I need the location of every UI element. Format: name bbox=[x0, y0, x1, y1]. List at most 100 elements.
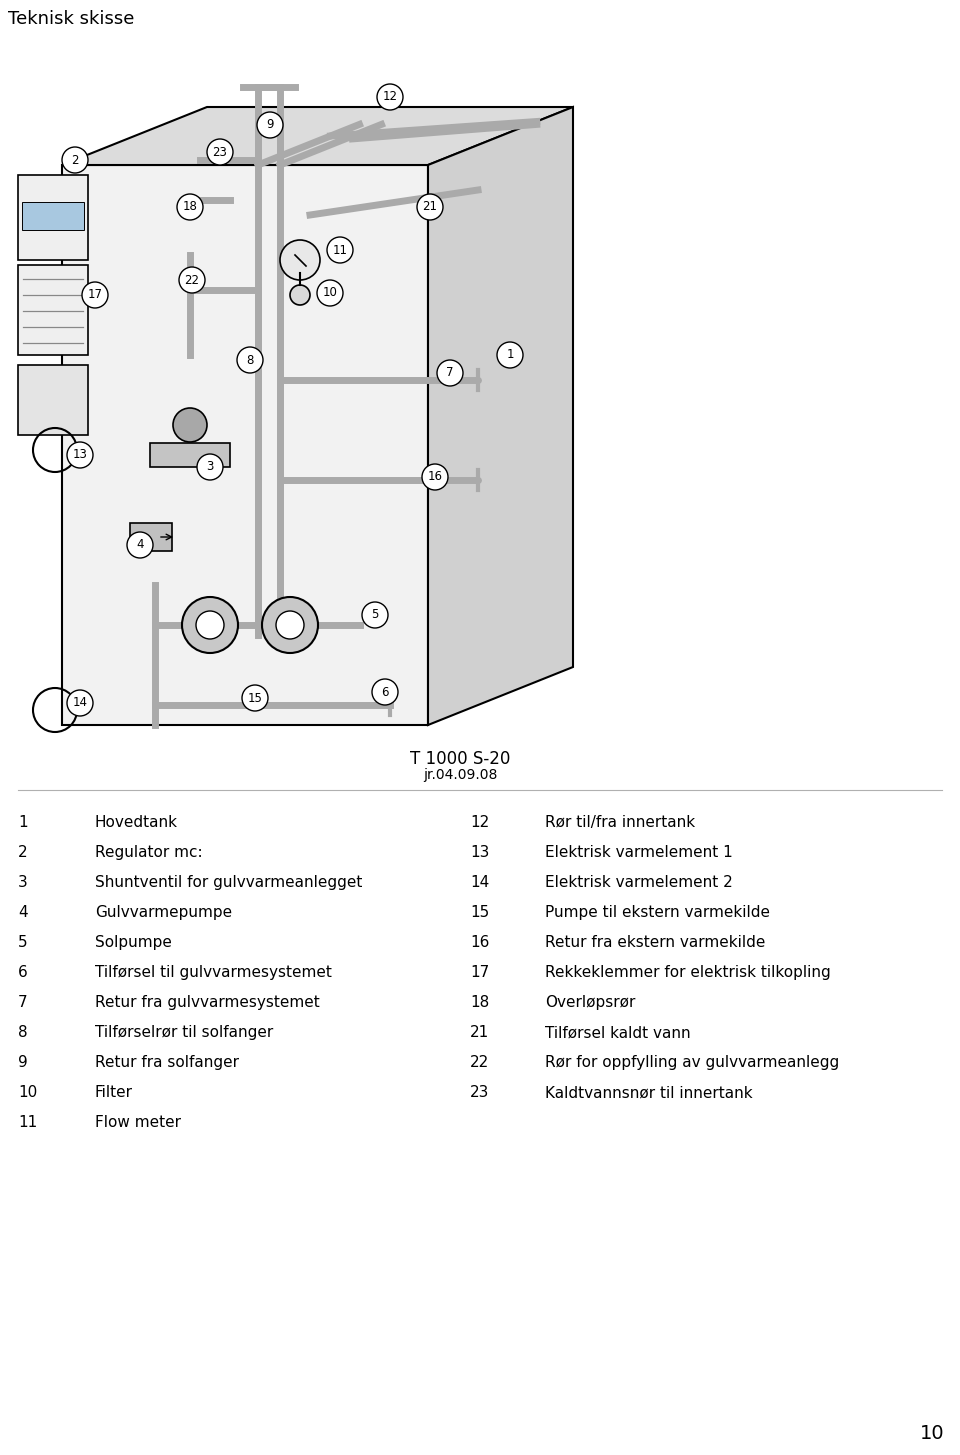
Circle shape bbox=[67, 442, 93, 469]
Text: 4: 4 bbox=[136, 538, 144, 551]
Text: T 1000 S-20: T 1000 S-20 bbox=[410, 749, 510, 768]
Text: 4: 4 bbox=[18, 905, 28, 920]
Text: Retur fra gulvvarmesystemet: Retur fra gulvvarmesystemet bbox=[95, 995, 320, 1010]
Text: 5: 5 bbox=[372, 608, 378, 621]
FancyBboxPatch shape bbox=[22, 202, 84, 230]
Circle shape bbox=[242, 685, 268, 711]
Polygon shape bbox=[62, 108, 573, 164]
Text: 9: 9 bbox=[266, 118, 274, 131]
Text: Teknisk skisse: Teknisk skisse bbox=[8, 10, 134, 28]
Text: Overløpsrør: Overløpsrør bbox=[545, 995, 636, 1010]
Text: 8: 8 bbox=[247, 354, 253, 367]
Circle shape bbox=[62, 147, 88, 173]
Circle shape bbox=[196, 611, 224, 639]
Circle shape bbox=[497, 342, 523, 368]
Text: 15: 15 bbox=[470, 905, 490, 920]
Circle shape bbox=[327, 237, 353, 263]
Text: Kaldtvannsnør til innertank: Kaldtvannsnør til innertank bbox=[545, 1085, 753, 1100]
Text: 12: 12 bbox=[470, 815, 490, 829]
Text: 12: 12 bbox=[382, 90, 397, 103]
Circle shape bbox=[127, 533, 153, 559]
Circle shape bbox=[177, 194, 203, 220]
Text: 22: 22 bbox=[184, 274, 200, 287]
Text: 21: 21 bbox=[470, 1024, 490, 1040]
Text: 8: 8 bbox=[18, 1024, 28, 1040]
Text: Gulvvarmepumpe: Gulvvarmepumpe bbox=[95, 905, 232, 920]
Circle shape bbox=[262, 597, 318, 653]
Text: Rekkeklemmer for elektrisk tilkopling: Rekkeklemmer for elektrisk tilkopling bbox=[545, 965, 830, 981]
Text: 17: 17 bbox=[87, 288, 103, 301]
Circle shape bbox=[417, 194, 443, 220]
Text: 6: 6 bbox=[381, 685, 389, 698]
Text: jr.04.09.08: jr.04.09.08 bbox=[422, 768, 497, 781]
FancyBboxPatch shape bbox=[130, 522, 172, 551]
Text: 14: 14 bbox=[73, 697, 87, 710]
FancyBboxPatch shape bbox=[18, 265, 88, 355]
Text: Tilførselrør til solfanger: Tilførselrør til solfanger bbox=[95, 1024, 274, 1040]
Text: Rør til/fra innertank: Rør til/fra innertank bbox=[545, 815, 695, 829]
Circle shape bbox=[82, 282, 108, 308]
Text: 7: 7 bbox=[446, 367, 454, 380]
Text: Regulator mc:: Regulator mc: bbox=[95, 845, 203, 860]
Circle shape bbox=[276, 611, 304, 639]
Text: Rør for oppfylling av gulvvarmeanlegg: Rør for oppfylling av gulvvarmeanlegg bbox=[545, 1055, 839, 1069]
Text: Pumpe til ekstern varmekilde: Pumpe til ekstern varmekilde bbox=[545, 905, 770, 920]
Text: Tilførsel til gulvvarmesystemet: Tilførsel til gulvvarmesystemet bbox=[95, 965, 332, 981]
Text: 7: 7 bbox=[18, 995, 28, 1010]
Circle shape bbox=[179, 268, 205, 292]
Text: 2: 2 bbox=[71, 153, 79, 166]
Text: Shuntventil for gulvvarmeanlegget: Shuntventil for gulvvarmeanlegget bbox=[95, 874, 362, 890]
Text: Filter: Filter bbox=[95, 1085, 133, 1100]
Circle shape bbox=[67, 690, 93, 716]
Text: 10: 10 bbox=[921, 1424, 945, 1443]
Text: 16: 16 bbox=[427, 470, 443, 483]
Circle shape bbox=[257, 112, 283, 138]
Circle shape bbox=[290, 285, 310, 306]
Polygon shape bbox=[150, 442, 230, 467]
Circle shape bbox=[197, 454, 223, 480]
Text: Retur fra ekstern varmekilde: Retur fra ekstern varmekilde bbox=[545, 936, 765, 950]
Text: 18: 18 bbox=[470, 995, 490, 1010]
Text: 11: 11 bbox=[332, 243, 348, 256]
Circle shape bbox=[377, 84, 403, 111]
Circle shape bbox=[182, 597, 238, 653]
Text: 13: 13 bbox=[73, 448, 87, 461]
Text: 5: 5 bbox=[18, 936, 28, 950]
Circle shape bbox=[362, 602, 388, 629]
Text: 23: 23 bbox=[212, 146, 228, 159]
Circle shape bbox=[237, 346, 263, 372]
Text: 1: 1 bbox=[18, 815, 28, 829]
Text: 11: 11 bbox=[18, 1115, 37, 1131]
Circle shape bbox=[317, 279, 343, 306]
Text: Elektrisk varmelement 2: Elektrisk varmelement 2 bbox=[545, 874, 732, 890]
Text: 9: 9 bbox=[18, 1055, 28, 1069]
Text: 23: 23 bbox=[470, 1085, 490, 1100]
Circle shape bbox=[207, 140, 233, 164]
Circle shape bbox=[173, 407, 207, 442]
Text: 17: 17 bbox=[470, 965, 490, 981]
Circle shape bbox=[437, 359, 463, 386]
FancyBboxPatch shape bbox=[62, 164, 428, 725]
Text: 1: 1 bbox=[506, 349, 514, 361]
Text: 3: 3 bbox=[18, 874, 28, 890]
Text: 22: 22 bbox=[470, 1055, 490, 1069]
Text: 10: 10 bbox=[323, 287, 337, 300]
Text: Flow meter: Flow meter bbox=[95, 1115, 181, 1131]
Text: 2: 2 bbox=[18, 845, 28, 860]
Text: 3: 3 bbox=[206, 460, 214, 473]
Text: 21: 21 bbox=[422, 201, 438, 214]
Text: 16: 16 bbox=[470, 936, 490, 950]
Text: 6: 6 bbox=[18, 965, 28, 981]
Circle shape bbox=[280, 240, 320, 279]
Circle shape bbox=[372, 679, 398, 706]
Text: 15: 15 bbox=[248, 691, 262, 704]
Text: 13: 13 bbox=[470, 845, 490, 860]
Text: Elektrisk varmelement 1: Elektrisk varmelement 1 bbox=[545, 845, 732, 860]
Text: Tilførsel kaldt vann: Tilførsel kaldt vann bbox=[545, 1024, 690, 1040]
Text: Hovedtank: Hovedtank bbox=[95, 815, 178, 829]
Circle shape bbox=[422, 464, 448, 490]
Text: 10: 10 bbox=[18, 1085, 37, 1100]
Text: Retur fra solfanger: Retur fra solfanger bbox=[95, 1055, 239, 1069]
Text: 14: 14 bbox=[470, 874, 490, 890]
Text: Solpumpe: Solpumpe bbox=[95, 936, 172, 950]
